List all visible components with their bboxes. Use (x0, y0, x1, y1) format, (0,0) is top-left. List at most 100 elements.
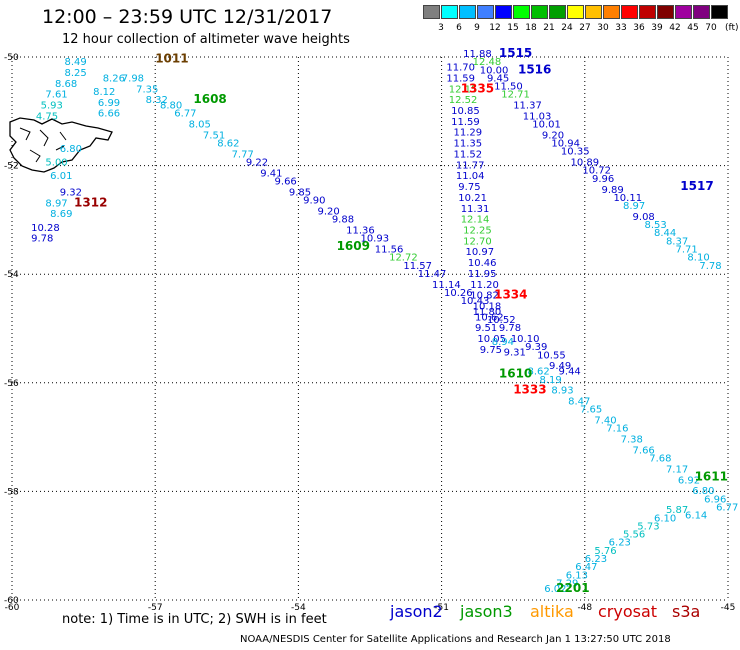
lat-tick-label: -56 (4, 379, 19, 389)
track-1515-1517: 11.8812.4810.009.4511.5012.7111.3711.031… (463, 49, 722, 272)
swh-value: 9.49 (549, 361, 571, 372)
swh-value: 11.52 (454, 149, 483, 160)
swh-value: 10.11 (613, 193, 642, 204)
swh-value: 9.20 (542, 130, 564, 141)
lon-tick-label: -48 (577, 603, 592, 613)
track-2201: 6.027.296.136.476.235.766.235.565.736.10… (544, 505, 688, 595)
swh-value: 6.96 (704, 494, 726, 505)
color-scale-cell (459, 5, 476, 19)
swh-value: 7.78 (699, 261, 721, 272)
color-scale-cell (657, 5, 674, 19)
swh-value: 5.87 (666, 505, 688, 516)
color-scale-label: 6 (456, 23, 462, 33)
swh-value: 10.35 (561, 147, 590, 158)
swh-value: 12.72 (389, 253, 418, 264)
lat-tick-label: -54 (4, 270, 19, 280)
swh-value: 9.75 (480, 345, 502, 356)
color-scale-cell (513, 5, 530, 19)
swh-value: 6.80 (60, 144, 82, 155)
swh-value: 9.32 (60, 187, 82, 198)
swh-value: 7.77 (232, 149, 254, 160)
color-scale-label: 70 (705, 23, 717, 33)
swh-value: 8.32 (146, 95, 168, 106)
swh-value: 6.23 (609, 538, 631, 549)
swh-value: 9.78 (31, 234, 53, 245)
swh-value: 11.77 (456, 160, 485, 171)
swh-value: 12.70 (463, 236, 492, 247)
swh-value: 11.31 (461, 204, 490, 215)
swh-value: 12.25 (463, 225, 492, 236)
swh-value: 10.26 (444, 288, 473, 299)
swh-value: 4.75 (36, 111, 58, 122)
swh-value: 9.31 (504, 348, 526, 359)
swh-value: 8.10 (687, 253, 709, 264)
swh-value: 11.04 (456, 171, 485, 182)
swh-value: 9.51 (475, 323, 497, 334)
pass-time-label: 1609 (337, 239, 370, 253)
color-scale-label: 45 (687, 23, 699, 33)
color-scale-label: 24 (561, 23, 573, 33)
swh-value: 8.93 (551, 386, 573, 397)
lat-tick-label: -50 (4, 53, 19, 63)
note-text: note: 1) Time is in UTC; 2) SWH is in fe… (62, 612, 327, 627)
pass-time-label: 1516 (518, 62, 551, 76)
swh-value: 5.76 (594, 546, 616, 557)
color-scale-cell (693, 5, 710, 19)
swh-value: 10.43 (461, 296, 490, 307)
swh-value: 10.52 (487, 315, 516, 326)
color-scale-cell (567, 5, 584, 19)
swh-value: 10.94 (551, 139, 580, 150)
swh-value: 11.70 (446, 63, 475, 74)
swh-value: 9.45 (487, 73, 509, 84)
swh-value: 9.20 (317, 206, 339, 217)
swh-value: 7.16 (606, 424, 628, 435)
swh-value: 9.08 (633, 212, 655, 223)
swh-value: 11.35 (454, 139, 483, 150)
swh-value: 10.05 (477, 334, 506, 345)
color-scale-label: 12 (489, 23, 501, 33)
lat-tick-label: -52 (4, 162, 19, 172)
swh-value: 6.02 (544, 584, 566, 595)
swh-value: 7.71 (675, 244, 697, 255)
satellite-legend-jason3: jason3 (460, 602, 513, 621)
color-scale-label: 9 (474, 23, 480, 33)
swh-value: 8.47 (568, 397, 590, 408)
swh-value: 9.90 (303, 196, 325, 207)
color-scale-label: 36 (633, 23, 645, 33)
swh-value: 12.52 (449, 95, 478, 106)
color-scale-label: 39 (651, 23, 663, 33)
swh-value: 11.36 (346, 225, 375, 236)
swh-value: 8.97 (45, 198, 67, 209)
color-scale-label: 42 (669, 23, 681, 33)
satellite-legend-altika: altika (530, 602, 574, 621)
swh-value: 6.99 (98, 98, 120, 109)
swh-value: 9.78 (499, 323, 521, 334)
swh-value: 8.44 (654, 228, 676, 239)
falkland-islands (9, 117, 113, 173)
swh-value: 11.37 (513, 101, 542, 112)
swh-value: 11.56 (375, 244, 404, 255)
swh-value: 5.00 (45, 158, 67, 169)
pass-time-label: 1515 (499, 46, 532, 60)
lon-tick-label: -51 (434, 603, 449, 613)
swh-value: 8.25 (65, 68, 87, 79)
pass-time-label: 1611 (695, 470, 728, 484)
swh-value: 8.12 (93, 87, 115, 98)
swh-value: 9.89 (602, 185, 624, 196)
swh-value: 9.96 (592, 174, 614, 185)
color-scale-label: 33 (615, 23, 627, 33)
color-scale-cell (441, 5, 458, 19)
track-1608-1609-1610: 8.498.258.687.615.934.75 8.26 8.126.996.66… (36, 57, 581, 378)
swh-value: 7.61 (45, 90, 67, 101)
swh-value: 11.95 (468, 269, 497, 280)
swh-value: 10.28 (31, 223, 60, 234)
swh-value: 11.80 (473, 307, 502, 318)
swh-value: 12.15 (449, 84, 478, 95)
pass-time-label: 1011 (155, 51, 188, 65)
swh-value: 11.20 (470, 280, 499, 291)
swh-value: 7.35 (136, 84, 158, 95)
graticule (11, 56, 729, 601)
swh-value: 11.59 (451, 117, 480, 128)
pass-time-label: 1335 (461, 81, 494, 95)
swh-value: 7.68 (649, 454, 671, 465)
